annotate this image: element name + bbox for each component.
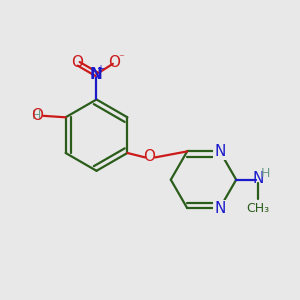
Text: H: H: [261, 167, 270, 180]
Text: ⁻: ⁻: [118, 53, 124, 63]
Text: O: O: [31, 108, 43, 123]
Text: +: +: [96, 64, 104, 74]
Text: O: O: [108, 55, 120, 70]
Text: N: N: [214, 144, 226, 159]
Text: N: N: [252, 171, 264, 186]
Text: CH₃: CH₃: [246, 202, 269, 215]
Text: N: N: [90, 67, 103, 82]
Text: H: H: [32, 109, 41, 122]
Text: O: O: [143, 149, 155, 164]
Text: O: O: [71, 55, 83, 70]
Text: N: N: [214, 200, 226, 215]
